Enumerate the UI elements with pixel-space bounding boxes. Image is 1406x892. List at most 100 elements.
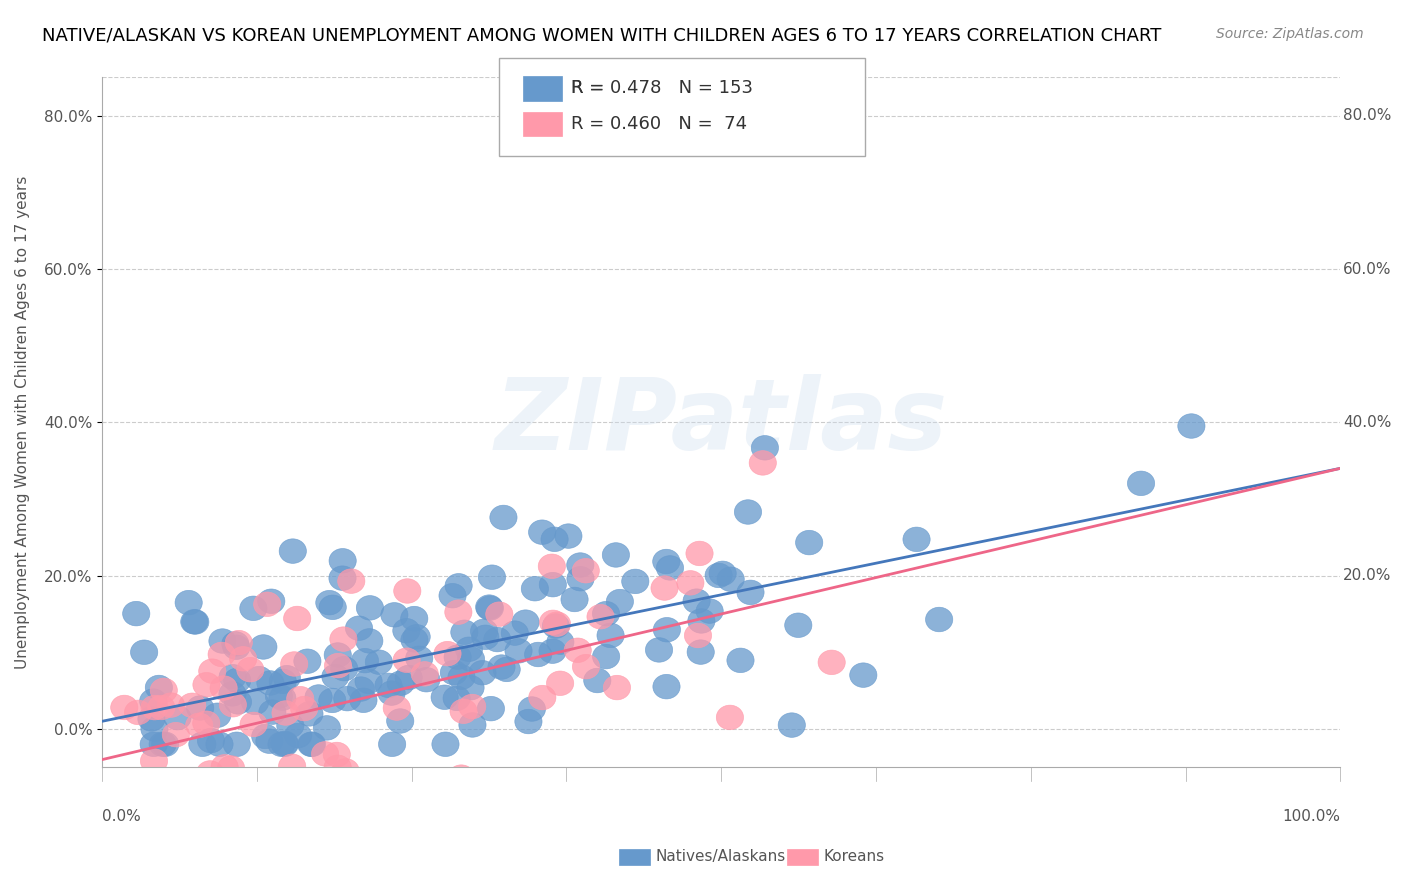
Ellipse shape [219,665,246,689]
Ellipse shape [505,639,531,663]
Ellipse shape [485,602,513,626]
Ellipse shape [281,652,308,676]
Ellipse shape [322,665,349,689]
Text: 0.0%: 0.0% [103,809,141,823]
Ellipse shape [278,754,305,779]
Ellipse shape [652,674,681,699]
Ellipse shape [352,648,378,673]
Ellipse shape [111,695,138,720]
Ellipse shape [131,640,157,665]
Ellipse shape [250,635,277,659]
Ellipse shape [484,627,510,652]
Ellipse shape [392,618,420,643]
Ellipse shape [269,669,297,694]
Ellipse shape [475,595,503,619]
Ellipse shape [519,697,546,722]
Ellipse shape [257,776,284,801]
Ellipse shape [280,539,307,564]
Ellipse shape [561,587,588,612]
Text: ZIPatlas: ZIPatlas [495,374,948,471]
Ellipse shape [411,662,439,686]
Ellipse shape [602,542,630,567]
Ellipse shape [457,647,485,672]
Ellipse shape [124,700,152,724]
Text: 80.0%: 80.0% [1343,108,1391,123]
Ellipse shape [314,715,340,740]
Ellipse shape [145,675,173,699]
Ellipse shape [259,700,285,724]
Ellipse shape [298,732,325,756]
Ellipse shape [333,686,361,711]
Ellipse shape [197,728,225,753]
Ellipse shape [188,732,217,756]
Ellipse shape [240,596,267,621]
Ellipse shape [141,696,169,720]
Ellipse shape [141,716,169,741]
Ellipse shape [269,732,295,756]
Ellipse shape [572,558,599,583]
Ellipse shape [193,673,221,697]
Ellipse shape [129,778,156,803]
Ellipse shape [477,596,503,620]
Ellipse shape [319,688,346,713]
Ellipse shape [796,531,823,555]
Ellipse shape [236,657,264,681]
Ellipse shape [432,685,458,709]
Ellipse shape [457,675,484,700]
Ellipse shape [477,697,505,721]
Ellipse shape [488,655,515,680]
Ellipse shape [187,696,214,720]
Ellipse shape [162,723,190,747]
Ellipse shape [219,692,246,717]
Ellipse shape [450,699,477,723]
Ellipse shape [387,671,415,696]
Ellipse shape [468,660,496,685]
Ellipse shape [141,748,167,773]
Ellipse shape [717,567,744,591]
Ellipse shape [204,703,231,728]
Ellipse shape [458,713,486,737]
Ellipse shape [246,666,273,691]
Text: R =: R = [571,79,610,97]
Ellipse shape [529,520,555,544]
Ellipse shape [478,565,506,590]
Ellipse shape [139,689,167,714]
Ellipse shape [704,563,733,588]
Ellipse shape [208,642,235,666]
Ellipse shape [522,576,548,601]
Ellipse shape [676,571,704,595]
Ellipse shape [432,732,460,756]
Ellipse shape [683,589,710,614]
Ellipse shape [375,673,402,698]
Ellipse shape [686,541,713,566]
Ellipse shape [818,650,845,674]
Ellipse shape [785,613,811,638]
Ellipse shape [152,732,179,756]
Ellipse shape [165,706,191,730]
Ellipse shape [567,553,593,577]
Ellipse shape [205,732,233,756]
Ellipse shape [157,778,184,803]
Ellipse shape [181,610,209,634]
Ellipse shape [218,756,245,780]
Ellipse shape [529,685,555,710]
Ellipse shape [319,595,346,620]
Ellipse shape [209,629,236,653]
Ellipse shape [284,723,312,747]
Ellipse shape [716,706,744,730]
Ellipse shape [271,731,298,756]
Ellipse shape [149,732,176,756]
Ellipse shape [330,627,357,651]
Ellipse shape [141,732,167,756]
Ellipse shape [330,657,359,681]
Ellipse shape [572,655,599,679]
Ellipse shape [180,609,208,634]
Ellipse shape [312,741,339,766]
Ellipse shape [567,566,595,591]
Ellipse shape [734,500,762,524]
Ellipse shape [439,583,467,608]
Ellipse shape [356,629,382,653]
Ellipse shape [240,712,267,737]
Ellipse shape [186,713,212,738]
Ellipse shape [291,697,318,721]
